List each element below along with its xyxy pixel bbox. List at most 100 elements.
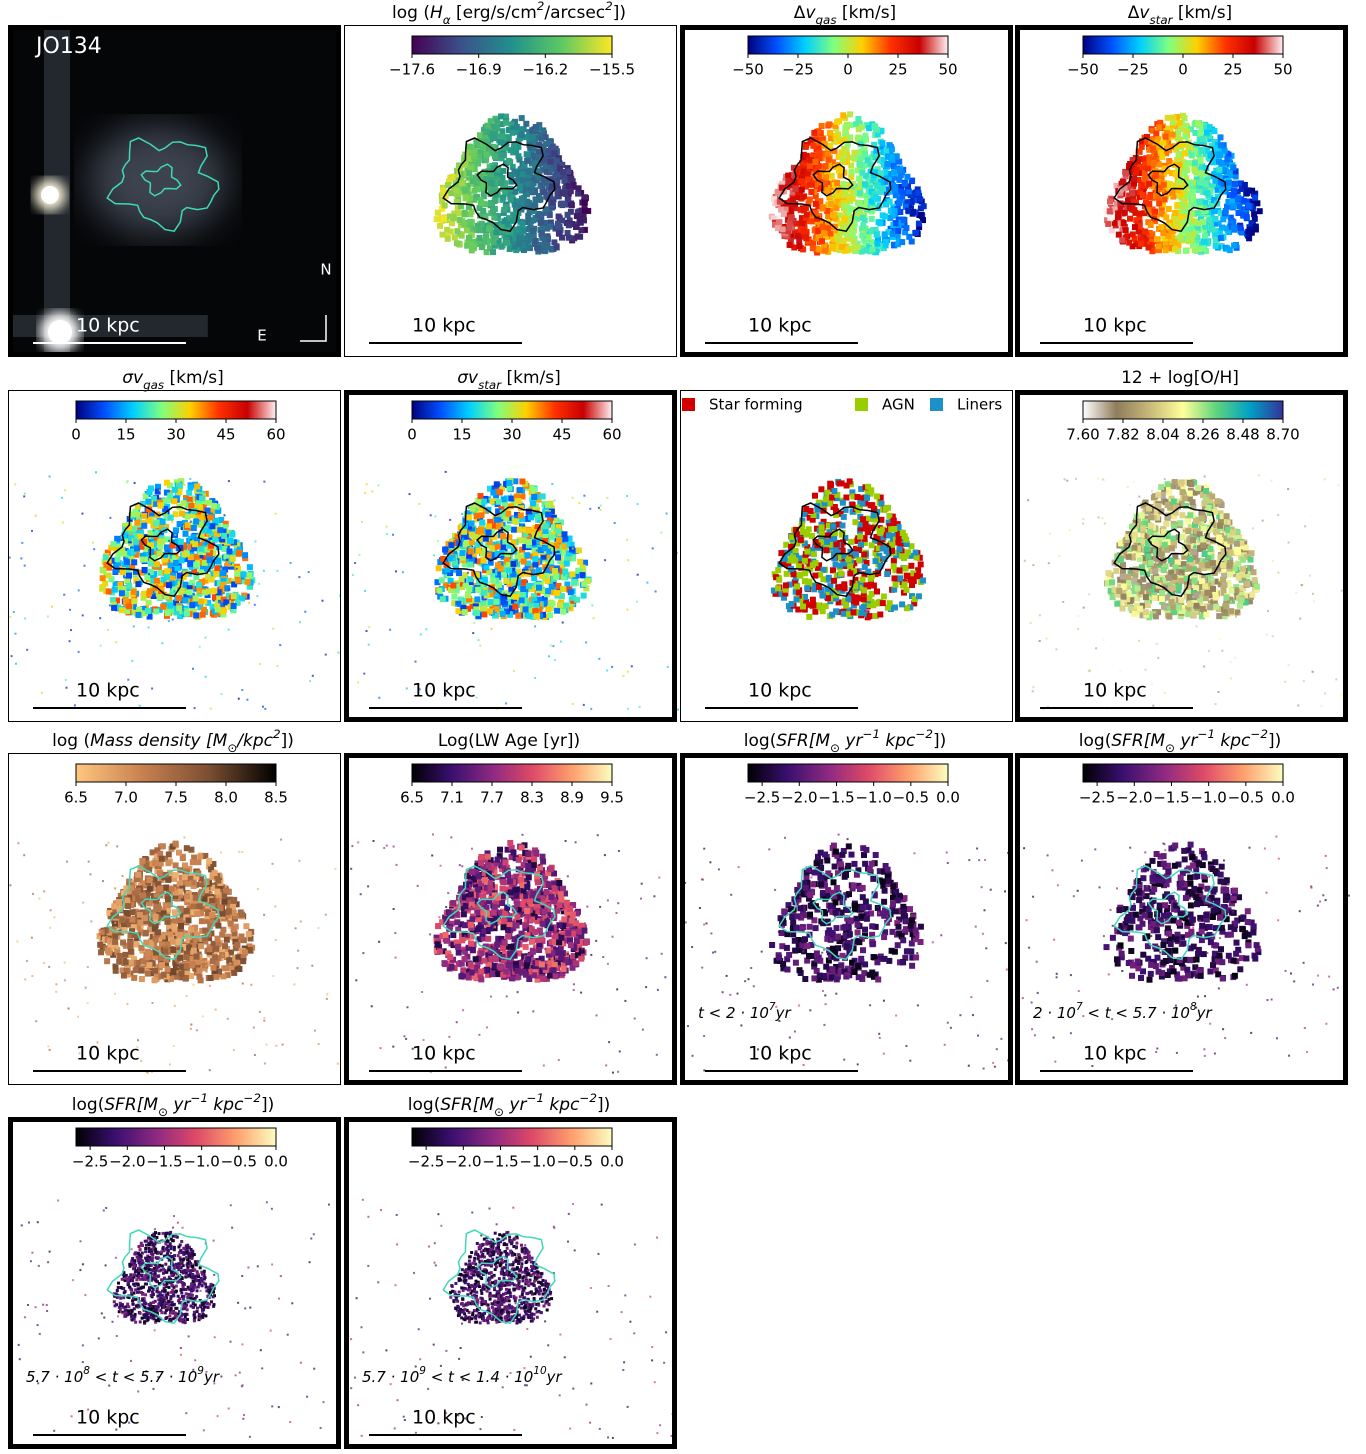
map-pixel <box>857 162 863 168</box>
map-pixel <box>480 557 486 563</box>
map-speckle <box>366 483 368 485</box>
map-pixel <box>1210 227 1216 233</box>
map-speckle <box>299 621 301 623</box>
map-pixel <box>893 220 899 226</box>
map-pixel <box>921 203 927 209</box>
map-speckle <box>224 514 226 516</box>
map-pixel <box>490 131 496 137</box>
map-speckle <box>598 658 600 660</box>
map-speckle <box>155 518 157 520</box>
map-pixel <box>529 188 535 194</box>
map-pixel <box>131 559 137 565</box>
map-speckle <box>639 706 641 708</box>
map-speckle <box>660 532 662 534</box>
map-speckle <box>134 482 136 484</box>
map-pixel <box>141 513 147 519</box>
scale-label: 10 kpc <box>76 680 140 702</box>
map-pixel <box>554 243 560 249</box>
map-speckle <box>636 601 638 603</box>
map-pixel <box>1120 179 1126 185</box>
map-pixel <box>1206 217 1212 223</box>
map-speckle <box>20 557 22 559</box>
map-speckle <box>24 493 26 495</box>
map-pixel <box>830 212 836 218</box>
map-pixel <box>896 200 902 206</box>
map-pixel <box>536 567 542 573</box>
colorbar-tick-label: −50 <box>1067 61 1099 79</box>
map-pixel <box>134 520 140 526</box>
map-pixel <box>215 607 221 613</box>
map-pixel <box>891 169 897 175</box>
map-speckle <box>389 629 391 631</box>
map-pixel <box>859 124 865 130</box>
map-pixel <box>1216 159 1222 165</box>
map-pixel <box>1202 239 1208 245</box>
map-pixel <box>126 603 132 609</box>
map-pixel <box>550 200 556 206</box>
map-pixel <box>563 191 569 197</box>
map-pixel <box>532 608 538 614</box>
map-pixel <box>545 502 551 508</box>
map-speckle <box>84 565 86 567</box>
map-pixel <box>188 484 194 490</box>
map-pixel <box>799 178 805 184</box>
panel-title: log (Hα [erg/s/cm2/arcsec2]) <box>392 0 626 27</box>
map-speckle <box>47 616 49 618</box>
star <box>48 320 72 344</box>
map-pixel <box>576 547 582 553</box>
map-pixel <box>217 527 223 533</box>
map-speckle <box>35 515 37 517</box>
map-pixel <box>501 207 507 213</box>
map-pixel <box>906 234 912 240</box>
map-pixel <box>841 237 847 243</box>
map-pixel <box>1160 140 1166 146</box>
map-pixel <box>902 181 908 187</box>
colorbar-tick-label: −16.9 <box>456 61 502 79</box>
map-speckle <box>69 609 71 611</box>
map-pixel <box>1192 160 1198 166</box>
map-speckle <box>572 703 574 705</box>
map-speckle <box>183 484 185 486</box>
map-pixel <box>508 496 514 502</box>
map-pixel <box>808 182 814 188</box>
map-speckle <box>277 665 279 667</box>
map-pixel <box>525 158 531 164</box>
map-pixel <box>525 213 531 219</box>
map-pixel <box>1153 172 1159 178</box>
map-speckle <box>312 675 314 677</box>
map-pixel <box>501 599 507 605</box>
map-speckle <box>210 708 212 710</box>
map-pixel <box>1230 164 1236 170</box>
map-pixel <box>890 231 896 237</box>
map-pixel <box>536 585 542 591</box>
colorbar-tick-label: 50 <box>1273 61 1292 79</box>
map-speckle <box>569 607 571 609</box>
map-speckle <box>26 649 28 651</box>
map-pixel <box>1166 206 1172 212</box>
map-pixel <box>136 607 142 613</box>
map-pixel <box>154 561 160 567</box>
map-pixel <box>1172 239 1178 245</box>
map-pixel <box>917 196 923 202</box>
map-pixel <box>519 597 525 603</box>
map-speckle <box>181 612 183 614</box>
map-pixel <box>158 503 164 509</box>
map-pixel <box>220 570 226 576</box>
map-pixel <box>820 224 826 230</box>
map-pixel <box>862 151 868 157</box>
map-speckle <box>591 604 593 606</box>
map-pixel <box>1131 176 1137 182</box>
map-pixel <box>437 223 443 229</box>
panel-title-part: 2 <box>605 0 613 13</box>
map-pixel <box>843 124 849 130</box>
map-pixel <box>547 159 553 165</box>
map-pixel <box>175 565 181 571</box>
map-pixel <box>838 221 844 227</box>
map-speckle <box>489 498 491 500</box>
map-speckle <box>415 661 417 663</box>
map-speckle <box>24 618 26 620</box>
map-pixel <box>491 215 497 221</box>
map-speckle <box>505 702 507 704</box>
